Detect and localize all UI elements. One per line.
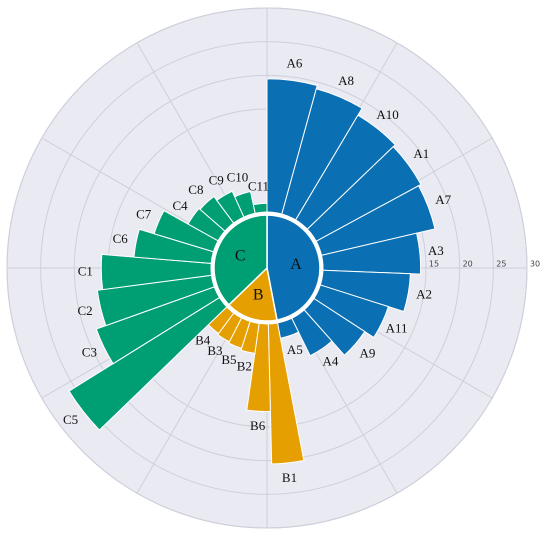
- r-tick-label: 25: [496, 260, 506, 269]
- bar-label: B6: [250, 418, 266, 433]
- bar-label: C5: [63, 412, 78, 427]
- bar-label: A3: [428, 243, 444, 258]
- bar-label: A2: [416, 287, 432, 302]
- bar-label: A6: [287, 56, 303, 71]
- inner-ring: [210, 211, 324, 325]
- bar-label: B1: [282, 470, 297, 485]
- bar-label: C1: [78, 263, 93, 278]
- group-label: A: [290, 256, 302, 273]
- bar-label: A9: [360, 345, 376, 360]
- group-slice: [266, 214, 321, 321]
- group-label: B: [253, 286, 264, 303]
- bar-label: C8: [188, 182, 203, 197]
- r-tick-label: 30: [530, 260, 540, 269]
- grid-circle: [6, 7, 528, 529]
- group-label: C: [235, 247, 246, 264]
- bar-label: B4: [195, 332, 211, 347]
- bar-label: C6: [113, 231, 129, 246]
- bar-label: C3: [82, 345, 97, 360]
- bar-label: A10: [376, 107, 398, 122]
- bar-label: A4: [322, 353, 338, 368]
- bar-label: B3: [207, 343, 222, 358]
- grid-circle: [73, 74, 461, 462]
- bar-label: C9: [209, 173, 224, 188]
- bar-label: A8: [338, 73, 354, 88]
- bar-label: C2: [78, 303, 93, 318]
- bar-label: A5: [287, 342, 303, 357]
- grid-circle: [40, 41, 494, 495]
- bar-label: B5: [221, 352, 236, 367]
- bar-label: A7: [435, 192, 451, 207]
- group-slice: [213, 214, 268, 306]
- bar-label: C7: [136, 207, 152, 222]
- bar-label: C4: [172, 198, 188, 213]
- bar-label: C11: [248, 179, 269, 194]
- bar-label: C10: [227, 170, 249, 185]
- bar-label: B2: [237, 359, 252, 374]
- r-tick-label: 15: [429, 260, 439, 269]
- bar-label: A11: [386, 320, 408, 335]
- r-tick-label: 20: [463, 260, 473, 269]
- bar-label: A1: [413, 146, 429, 161]
